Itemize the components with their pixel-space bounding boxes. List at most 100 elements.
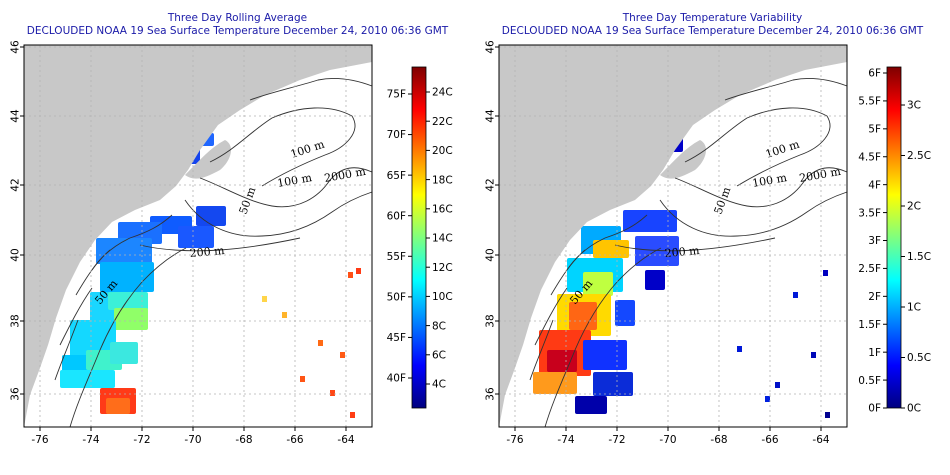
graticule [24, 45, 372, 427]
colorbar-label-fahrenheit: 5.5F [858, 96, 881, 108]
colorbar-label-fahrenheit: 65F [387, 170, 406, 182]
y-tick-label: 42 [485, 178, 497, 191]
colorbar-label-fahrenheit: 4.5F [858, 151, 881, 163]
sst-pixel-block [547, 350, 577, 372]
y-tick-label: 38 [485, 314, 497, 327]
x-tick-label: -64 [812, 434, 829, 446]
x-tick-label: -74 [557, 434, 574, 446]
land-mass [499, 45, 847, 427]
cape-cod-land [185, 140, 232, 179]
colorbar-label-fahrenheit: 1F [868, 347, 881, 359]
x-tick-label: -64 [337, 434, 354, 446]
colorbar-label-fahrenheit: 1.5F [858, 319, 881, 331]
x-tick-label: -66 [761, 434, 778, 446]
sst-pixel-block [615, 300, 635, 326]
isobath-line [199, 167, 373, 208]
colorbar-label-celsius: 2.5C [907, 150, 931, 162]
colorbar-label-fahrenheit: 45F [387, 332, 406, 344]
colorbar-label-celsius: 1C [907, 302, 921, 314]
sst-pixel-block [593, 240, 629, 258]
y-tick-label: 42 [10, 178, 22, 191]
colorbar-label-fahrenheit: 70F [387, 129, 406, 141]
colorbar-label-celsius: 22C [432, 116, 453, 128]
sst-pixel-block [593, 372, 633, 396]
colorbar-label-celsius: 6C [432, 349, 446, 361]
sst-pixel-block [583, 340, 627, 370]
sst-pixel [825, 412, 830, 418]
x-tick-label: -70 [184, 434, 201, 446]
isobath-line [550, 249, 586, 296]
colorbar-label-fahrenheit: 0F [868, 403, 881, 415]
sst-pixel-block [645, 270, 665, 290]
map-title: Three Day Temperature Variability [622, 12, 803, 24]
sst-pixel-block [196, 206, 226, 226]
colorbar-label-fahrenheit: 0.5F [858, 375, 881, 387]
isobath-line [69, 247, 187, 428]
colorbar-label-celsius: 2C [907, 201, 921, 213]
colorbar-label-celsius: 1.5C [907, 251, 931, 263]
x-tick-label: -74 [82, 434, 99, 446]
x-tick-label: -68 [235, 434, 252, 446]
y-tick-label: 38 [10, 314, 22, 327]
colorbar-label-celsius: 0C [907, 403, 921, 415]
isobath-line [684, 107, 831, 187]
sst-pixel [737, 346, 742, 352]
isobath-line [544, 247, 662, 428]
sst-pixel [823, 270, 828, 276]
colorbar-label-celsius: 14C [432, 233, 453, 245]
sst-pixel-block [583, 272, 613, 296]
isobath-contours [54, 77, 373, 428]
sst-pixel-block [108, 292, 148, 310]
sst-pixel [262, 296, 267, 302]
map-subtitle: DECLOUDED NOAA 19 Sea Surface Temperatur… [501, 25, 924, 37]
isobath-line [529, 319, 554, 381]
isobath-line [249, 77, 373, 101]
sst-pixel-block [96, 238, 152, 264]
y-tick-label: 36 [485, 387, 497, 401]
isobath-line [184, 191, 373, 237]
land-mass [24, 45, 372, 427]
colorbar-label-celsius: 12C [432, 262, 453, 274]
sst-pixel-block [100, 262, 154, 292]
colorbar-label-celsius: 4C [432, 379, 446, 391]
colorbar-label-fahrenheit: 55F [387, 251, 406, 263]
colorbar-label-celsius: 10C [432, 291, 453, 303]
y-tick-label: 40 [485, 248, 497, 261]
map-frame [498, 44, 848, 428]
isobath-line [724, 77, 848, 101]
colorbar-label-celsius: 20C [432, 145, 453, 157]
colorbar-label-fahrenheit: 2F [868, 291, 881, 303]
x-tick-label: -76 [506, 434, 523, 446]
colorbar-label-celsius: 8C [432, 320, 446, 332]
colorbar-label-fahrenheit: 4F [868, 179, 881, 191]
sst-pixel-block [178, 226, 214, 248]
isobath-line [75, 249, 111, 296]
sst-pixel [765, 396, 770, 402]
isobath-line [534, 287, 568, 346]
contour-label: 200 m [189, 244, 225, 260]
sst-pixel-block [114, 308, 148, 330]
sst-pixel [300, 376, 305, 382]
isobath-line [659, 191, 848, 237]
sst-pixel [282, 312, 287, 318]
y-tick-label: 36 [10, 387, 22, 401]
map-frame [23, 44, 373, 428]
sst-pixel [340, 352, 345, 358]
colorbar-label-celsius: 3C [907, 100, 921, 112]
colorbar [411, 66, 427, 409]
sst-data-layer [60, 133, 361, 418]
sst-pixel-block [575, 396, 607, 414]
colorbar-label-fahrenheit: 2.5F [858, 263, 881, 275]
sst-pixel [775, 382, 780, 388]
colorbar-label-fahrenheit: 60F [387, 210, 406, 222]
colorbar-label-fahrenheit: 3F [868, 235, 881, 247]
y-tick-label: 46 [10, 40, 22, 54]
colorbar-label-celsius: 24C [432, 87, 453, 99]
isobath-line [139, 237, 301, 252]
sst-variability-panel: Three Day Temperature Variability DECLOU… [475, 0, 950, 475]
sst-pixel-block [70, 320, 116, 358]
sst-rolling-average-panel: Three Day Rolling Average DECLOUDED NOAA… [10, 12, 453, 446]
graticule [499, 45, 847, 427]
